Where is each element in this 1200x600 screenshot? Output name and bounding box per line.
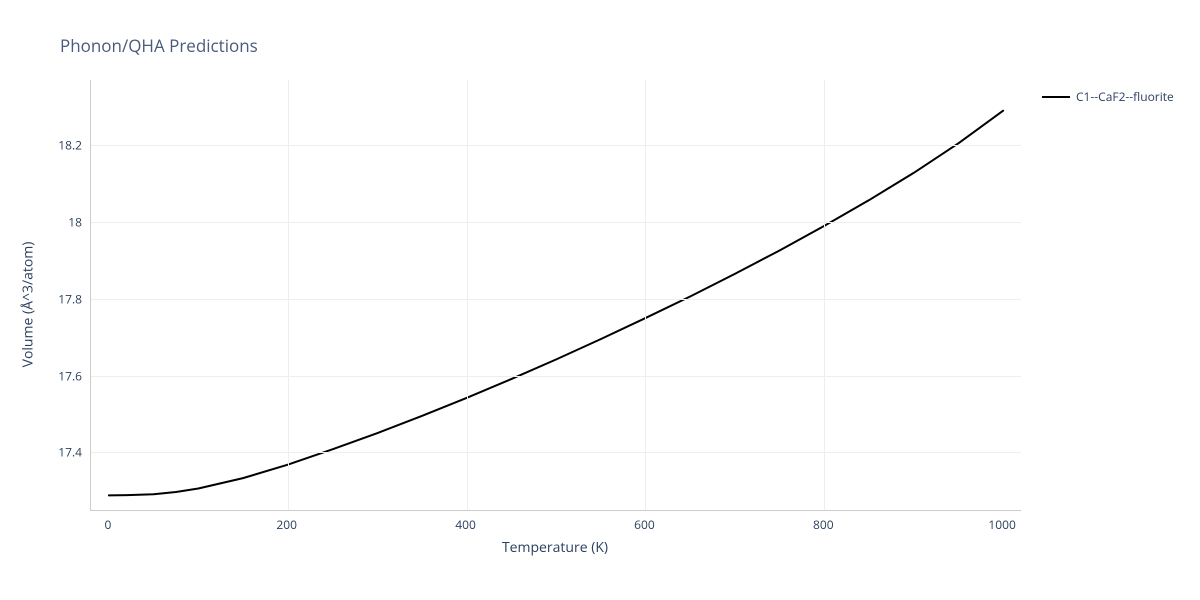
y-tick-label: 18	[50, 214, 82, 231]
x-tick-label: 600	[634, 516, 655, 533]
gridline-horizontal	[91, 222, 1021, 223]
y-tick-label: 17.4	[50, 444, 82, 461]
y-tick-label: 17.6	[50, 367, 82, 384]
gridline-horizontal	[91, 376, 1021, 377]
series-line	[109, 111, 1003, 496]
x-tick-label: 0	[104, 516, 111, 533]
x-tick-label: 200	[276, 516, 297, 533]
y-tick-label: 18.2	[50, 137, 82, 154]
x-tick-label: 400	[455, 516, 476, 533]
gridline-horizontal	[91, 299, 1021, 300]
x-tick-label: 1000	[988, 516, 1015, 533]
x-axis-label: Temperature (K)	[502, 538, 608, 557]
chart-title: Phonon/QHA Predictions	[60, 34, 258, 57]
legend-series-label: C1--CaF2--fluorite	[1076, 88, 1174, 105]
gridline-horizontal	[91, 452, 1021, 453]
legend-line-icon	[1042, 96, 1070, 98]
y-axis-label: Volume (Å^3/atom)	[19, 242, 38, 368]
legend[interactable]: C1--CaF2--fluorite	[1042, 88, 1174, 105]
plot-area	[90, 80, 1021, 511]
gridline-horizontal	[91, 145, 1021, 146]
y-tick-label: 17.8	[50, 290, 82, 307]
x-tick-label: 800	[813, 516, 834, 533]
